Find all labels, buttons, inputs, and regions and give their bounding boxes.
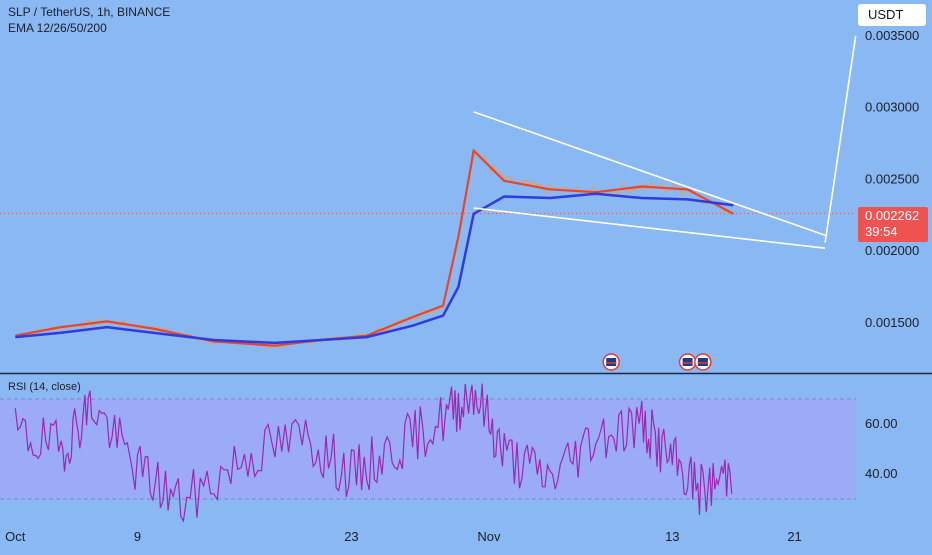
us-flag-icon xyxy=(602,353,620,371)
price-tick-label: 0.003500 xyxy=(865,28,919,43)
rsi-layer xyxy=(14,383,733,523)
rsi-band xyxy=(0,399,856,499)
main-pane-background xyxy=(0,0,856,373)
drawing-layer xyxy=(473,35,857,249)
rsi-line xyxy=(14,383,733,523)
symbol-legend[interactable]: SLP / TetherUS, 1h, BINANCE xyxy=(8,5,171,19)
price-tick-label: 0.002500 xyxy=(865,171,919,186)
time-tick-label: 9 xyxy=(134,529,141,544)
price-tick-label: 0.003000 xyxy=(865,100,919,115)
us-flag-icon xyxy=(678,353,697,371)
time-tick-label: Oct xyxy=(5,529,26,544)
trend-line-3 xyxy=(824,35,857,243)
trend-line-1 xyxy=(473,111,826,237)
currency-button[interactable]: USDT xyxy=(858,4,926,26)
series-layer xyxy=(15,148,734,349)
ema-legend[interactable]: EMA 12/26/50/200 xyxy=(8,21,107,35)
time-tick-label: Nov xyxy=(477,529,501,544)
time-tick-label: 23 xyxy=(344,529,358,544)
price-tick-label: 0.001500 xyxy=(865,315,919,330)
rsi-legend[interactable]: RSI (14, close) xyxy=(8,381,81,393)
axis-layer: 0.003500 0.003000 0.002500 0.002000 0.001500… xyxy=(5,28,919,544)
last-price-value: 0.002262 xyxy=(865,208,920,223)
countdown-timer: 39:54 xyxy=(865,224,898,239)
rsi-tick-label: 40.00 xyxy=(865,466,898,481)
event-flag-field xyxy=(606,358,617,366)
trend-line-2 xyxy=(473,207,826,249)
axis-background xyxy=(856,0,932,550)
ema-slow-line xyxy=(15,192,734,345)
last-price-tag: 0.002262 39:54 xyxy=(858,207,928,242)
time-tick-label: 13 xyxy=(665,529,679,544)
time-tick-label: 21 xyxy=(787,529,801,544)
event-flag-field xyxy=(697,358,708,366)
price-tick-label: 0.002000 xyxy=(865,243,919,258)
rsi-tick-label: 60.00 xyxy=(865,416,898,431)
rsi-band-layer xyxy=(0,398,856,500)
event-flag-field xyxy=(682,358,693,366)
event-layer xyxy=(602,353,712,371)
ema-fast-line xyxy=(15,148,734,347)
us-flag-icon xyxy=(694,353,712,371)
